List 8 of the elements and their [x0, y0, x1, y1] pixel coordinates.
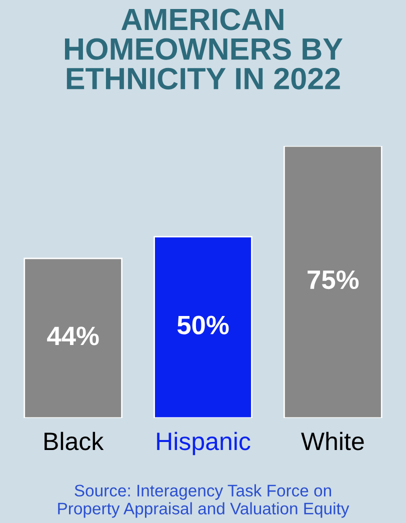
- data-label: 75%: [308, 270, 359, 290]
- x-tick-label: White: [301, 432, 364, 450]
- x-tick-label: Hispanic: [157, 432, 250, 456]
- x-tick-label: Black: [44, 432, 104, 450]
- data-label: 44%: [47, 326, 99, 346]
- source-note: Source: Interagency Task Force on Property Appraisal and Valuation Equity: [58, 484, 350, 518]
- chart-title: AMERICAN HOMEOWNERS BY ETHNICITY IN 2022: [64, 8, 343, 90]
- data-label: 50%: [177, 316, 229, 334]
